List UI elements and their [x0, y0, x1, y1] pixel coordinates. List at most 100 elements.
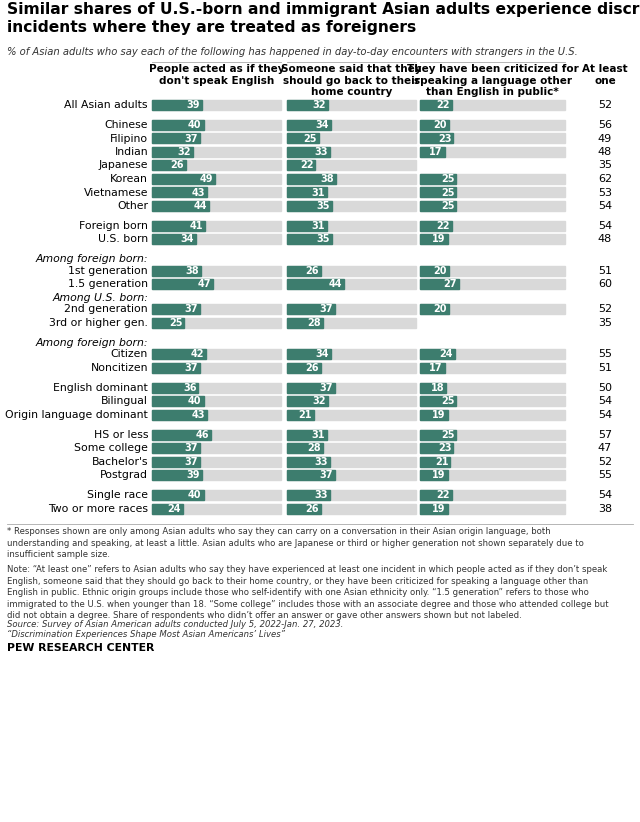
- Text: Origin language dominant: Origin language dominant: [5, 410, 148, 420]
- Text: 19: 19: [432, 470, 445, 480]
- Bar: [152, 174, 215, 184]
- Bar: [152, 410, 207, 420]
- Bar: [287, 266, 416, 276]
- Bar: [152, 430, 281, 440]
- Bar: [420, 133, 453, 144]
- Text: Foreign born: Foreign born: [79, 221, 148, 231]
- Bar: [152, 457, 281, 467]
- Bar: [420, 410, 447, 420]
- Text: 1.5 generation: 1.5 generation: [68, 279, 148, 289]
- Text: 2nd generation: 2nd generation: [65, 304, 148, 315]
- Text: Bilingual: Bilingual: [101, 396, 148, 406]
- Bar: [420, 279, 565, 289]
- Bar: [152, 174, 281, 184]
- Text: 22: 22: [436, 100, 450, 110]
- Text: 31: 31: [312, 221, 325, 231]
- Bar: [287, 187, 327, 197]
- Text: 28: 28: [307, 443, 321, 454]
- Text: 49: 49: [200, 174, 213, 184]
- Text: Among foreign born:: Among foreign born:: [35, 255, 148, 265]
- Bar: [420, 457, 565, 467]
- Bar: [420, 470, 565, 480]
- Bar: [287, 266, 321, 276]
- Bar: [152, 304, 281, 315]
- Bar: [152, 491, 281, 501]
- Bar: [152, 430, 211, 440]
- Text: 25: 25: [441, 430, 454, 440]
- Bar: [152, 187, 207, 197]
- Bar: [152, 100, 281, 110]
- Text: Filipino: Filipino: [110, 133, 148, 144]
- Text: 17: 17: [429, 363, 443, 373]
- Text: 20: 20: [433, 266, 447, 276]
- Text: 19: 19: [432, 234, 445, 244]
- Bar: [287, 410, 314, 420]
- Bar: [152, 120, 281, 130]
- Text: 21: 21: [435, 457, 449, 467]
- Bar: [420, 234, 447, 244]
- Bar: [420, 100, 452, 110]
- Bar: [287, 147, 416, 157]
- Bar: [420, 396, 565, 406]
- Text: English dominant: English dominant: [53, 383, 148, 393]
- Bar: [287, 470, 335, 480]
- Text: 26: 26: [305, 266, 319, 276]
- Bar: [152, 504, 281, 514]
- Bar: [287, 363, 416, 373]
- Bar: [287, 383, 416, 393]
- Bar: [420, 147, 565, 157]
- Bar: [152, 363, 281, 373]
- Bar: [152, 221, 205, 231]
- Text: Japanese: Japanese: [99, 160, 148, 170]
- Bar: [152, 160, 186, 170]
- Bar: [420, 221, 452, 231]
- Bar: [420, 443, 565, 454]
- Bar: [152, 443, 281, 454]
- Text: 37: 37: [184, 363, 198, 373]
- Bar: [152, 187, 281, 197]
- Bar: [420, 304, 565, 315]
- Bar: [287, 133, 319, 144]
- Bar: [287, 187, 416, 197]
- Bar: [287, 100, 328, 110]
- Text: 48: 48: [598, 147, 612, 157]
- Text: 33: 33: [314, 147, 328, 157]
- Bar: [152, 133, 281, 144]
- Text: 37: 37: [184, 304, 198, 315]
- Bar: [420, 234, 565, 244]
- Text: 44: 44: [193, 201, 207, 211]
- Text: 25: 25: [441, 174, 454, 184]
- Bar: [420, 491, 452, 501]
- Text: PEW RESEARCH CENTER: PEW RESEARCH CENTER: [7, 644, 154, 653]
- Bar: [152, 457, 200, 467]
- Bar: [287, 100, 416, 110]
- Text: 37: 37: [184, 443, 198, 454]
- Text: 55: 55: [598, 470, 612, 480]
- Text: 43: 43: [192, 410, 205, 420]
- Bar: [420, 221, 565, 231]
- Text: They have been criticized for
speaking a language other
than English in public*: They have been criticized for speaking a…: [406, 64, 579, 97]
- Bar: [152, 160, 281, 170]
- Text: 25: 25: [441, 187, 454, 197]
- Bar: [420, 201, 456, 211]
- Text: 25: 25: [441, 201, 454, 211]
- Text: 22: 22: [436, 221, 450, 231]
- Text: 36: 36: [183, 383, 196, 393]
- Bar: [287, 349, 416, 359]
- Bar: [420, 383, 565, 393]
- Text: 48: 48: [598, 234, 612, 244]
- Text: People acted as if they
don't speak English: People acted as if they don't speak Engl…: [148, 64, 284, 85]
- Text: 37: 37: [184, 133, 198, 144]
- Bar: [152, 383, 281, 393]
- Text: * Responses shown are only among Asian adults who say they can carry on a conver: * Responses shown are only among Asian a…: [7, 528, 584, 559]
- Text: 34: 34: [316, 349, 329, 359]
- Text: Chinese: Chinese: [104, 120, 148, 130]
- Bar: [287, 363, 321, 373]
- Text: 41: 41: [189, 221, 203, 231]
- Text: 23: 23: [438, 133, 451, 144]
- Text: 25: 25: [169, 318, 182, 328]
- Text: 19: 19: [432, 410, 445, 420]
- Bar: [287, 504, 321, 514]
- Bar: [152, 304, 200, 315]
- Text: 39: 39: [187, 470, 200, 480]
